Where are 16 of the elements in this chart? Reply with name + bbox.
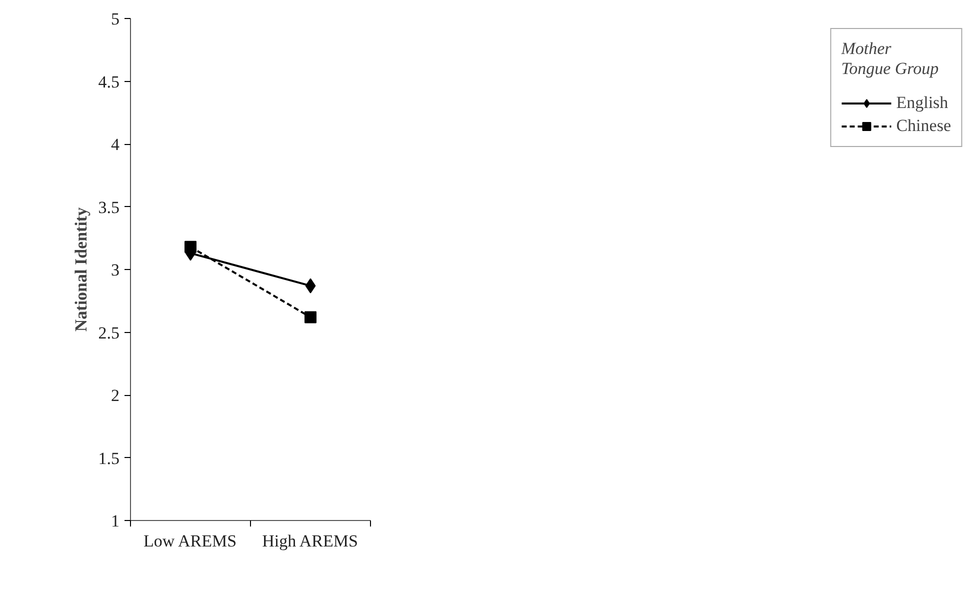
y-tick-label: 5 (111, 10, 120, 28)
y-tick-label: 3 (111, 260, 120, 280)
y-tick-label: 1 (111, 512, 120, 530)
y-tick-label: 1.5 (98, 448, 120, 468)
y-tick-label: 2.5 (98, 323, 120, 342)
legend-label: Chinese (896, 116, 951, 136)
legend-label: English (896, 93, 948, 113)
y-tick-label: 3.5 (98, 198, 120, 217)
y-tick-label: 4.5 (98, 72, 120, 92)
x-tick-label: Low AREMS (144, 532, 237, 550)
y-tick-label: 2 (111, 386, 120, 405)
y-tick-label: 4 (111, 135, 120, 154)
y-axis-title: National Identity (71, 206, 90, 332)
legend-title: Mother Tongue Group (841, 39, 940, 79)
point (304, 311, 316, 324)
x-tick-label: High AREMS (262, 532, 358, 550)
